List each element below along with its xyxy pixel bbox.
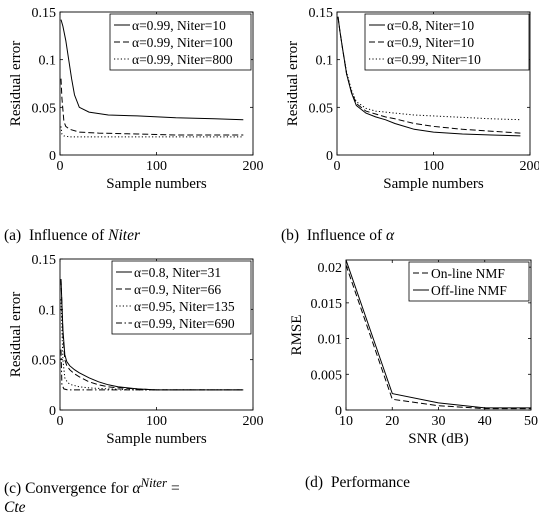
y-tick-label-3-2: 0.05	[32, 354, 57, 369]
legend-label-1-3: α=0.99, Niter=800	[132, 52, 233, 67]
legend-label-1-1: α=0.99, Niter=10	[132, 18, 226, 33]
series-line-1-2	[61, 79, 243, 135]
x-tick-label-4-4: 40	[478, 414, 492, 429]
legend-label-4-2: Off-line NMF	[431, 283, 507, 298]
legend-label-2-3: α=0.99, Niter=10	[387, 52, 481, 67]
x-axis-label-1: Sample numbers	[106, 176, 207, 192]
caption-c-math-base: α	[132, 480, 140, 497]
legend-label-3-4: α=0.99, Niter=690	[134, 316, 235, 331]
caption-a: (a) Influence of Niter	[4, 226, 140, 245]
caption-c-line2: Cte	[4, 498, 180, 517]
caption-c-math-sup: Niter	[141, 475, 168, 490]
legend-label-3-2: α=0.9, Niter=66	[134, 282, 221, 297]
caption-b: (b) Influence of α	[281, 226, 394, 245]
y-tick-label-3-4: 0.15	[32, 253, 57, 268]
y-axis-label-3: Residual error	[8, 292, 24, 377]
caption-c-text: Convergence for	[25, 480, 128, 497]
caption-c-label: (c)	[4, 480, 21, 497]
y-tick-label-1-2: 0.05	[32, 101, 57, 116]
y-tick-label-2-1: 0	[326, 149, 333, 164]
caption-a-text: Influence of	[29, 227, 104, 244]
caption-b-math: α	[386, 227, 394, 244]
y-tick-label-3-1: 0	[49, 404, 56, 419]
y-tick-label-2-3: 0.1	[316, 54, 334, 69]
legend-label-3-1: α=0.8, Niter=31	[134, 265, 221, 280]
x-tick-label-1-3: 200	[243, 159, 264, 174]
y-tick-label-1-1: 0	[49, 149, 56, 164]
x-tick-label-4-3: 30	[432, 414, 446, 429]
legend-label-4-1: On-line NMF	[431, 266, 505, 281]
legend-2: α=0.8, Niter=10 α=0.9, Niter=10 α=0.99, Ni…	[365, 14, 529, 70]
y-tick-label-4-2: 0.005	[311, 368, 343, 383]
y-axis-label-2: Residual error	[285, 41, 301, 126]
y-tick-label-4-5: 0.02	[318, 261, 343, 276]
y-tick-label-4-1: 0	[335, 404, 342, 419]
y-tick-label-2-2: 0.05	[309, 101, 334, 116]
y-tick-label-4-3: 0.01	[318, 333, 343, 348]
caption-a-label: (a)	[4, 227, 21, 244]
x-axis-label-2: Sample numbers	[383, 176, 484, 192]
x-axis-label-3: Sample numbers	[106, 431, 207, 447]
legend-label-1-2: α=0.99, Niter=100	[132, 35, 233, 50]
legend-label-2-2: α=0.9, Niter=10	[387, 35, 474, 50]
caption-c-math-tail: =	[171, 480, 180, 497]
x-tick-label-3-2: 100	[146, 414, 167, 429]
x-tick-label-3-3: 200	[243, 414, 264, 429]
series-line-3-4	[61, 350, 243, 390]
y-tick-label-4-4: 0.015	[311, 297, 343, 312]
x-tick-label-3-1: 0	[57, 414, 64, 429]
legend-label-3-3: α=0.95, Niter=135	[134, 299, 235, 314]
chart-panel-1: 0 100 200 0 0.05 0.1 0.15 Sample numbers Residua…	[8, 6, 264, 192]
caption-c: (c) Convergence for αNiter = Cte	[4, 473, 180, 517]
legend-1: α=0.99, Niter=10 α=0.99, Niter=100 α=0.99,…	[110, 14, 251, 70]
y-tick-label-3-3: 0.1	[39, 303, 57, 318]
caption-d: (d) Performance	[305, 473, 410, 492]
x-tick-label-1-2: 100	[146, 159, 167, 174]
caption-d-text: Performance	[331, 474, 410, 491]
x-tick-label-2-1: 0	[334, 159, 341, 174]
legend-3: α=0.8, Niter=31 α=0.9, Niter=66 α=0.95, Ni…	[112, 261, 251, 334]
caption-d-label: (d)	[305, 474, 323, 491]
y-axis-label-4: RMSE	[289, 315, 305, 356]
caption-b-label: (b)	[281, 227, 299, 244]
chart-panel-2: 0 100 200 0 0.05 0.1 0.15 Sample numbers Residua…	[285, 6, 539, 192]
x-tick-label-2-2: 100	[423, 159, 444, 174]
y-axis-label-1: Residual error	[8, 41, 24, 126]
y-tick-label-1-3: 0.1	[39, 54, 57, 69]
legend-4: On-line NMF Off-line NMF	[409, 262, 529, 301]
caption-b-text: Influence of	[307, 227, 382, 244]
legend-label-2-1: α=0.8, Niter=10	[387, 18, 474, 33]
x-axis-label-4: SNR (dB)	[408, 431, 468, 447]
y-tick-label-1-4: 0.15	[32, 6, 57, 21]
y-tick-label-2-4: 0.15	[309, 6, 334, 21]
caption-a-math: Niter	[108, 227, 140, 244]
x-tick-label-4-2: 20	[385, 414, 399, 429]
x-tick-label-4-5: 50	[524, 414, 538, 429]
chart-panel-3: 0 100 200 0 0.05 0.1 0.15 Sample numbers Residua…	[8, 253, 264, 447]
x-tick-label-2-3: 200	[520, 159, 539, 174]
x-tick-label-1-1: 0	[57, 159, 64, 174]
